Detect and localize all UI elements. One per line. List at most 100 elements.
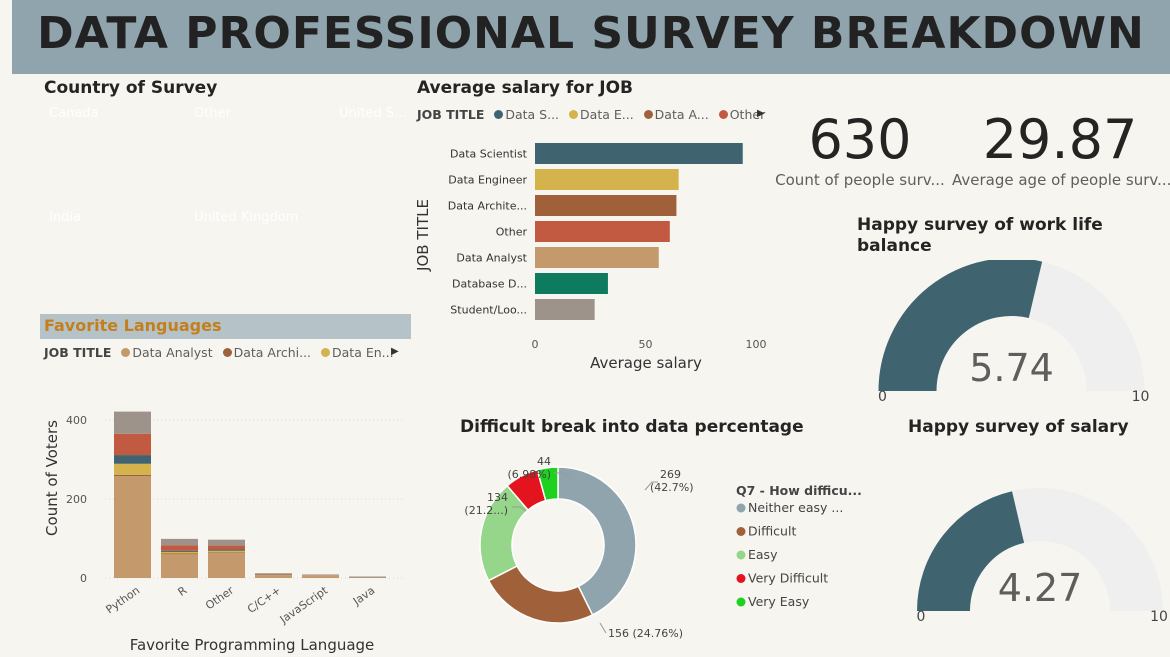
y-axis-label: Count of Voters xyxy=(43,420,61,536)
legend-item[interactable]: Other xyxy=(713,107,766,122)
stacked-bar-segment[interactable] xyxy=(349,577,386,578)
salary-bar[interactable] xyxy=(535,195,677,216)
legend-item[interactable]: Data A... xyxy=(638,107,709,122)
legend-label: Data Archi... xyxy=(233,345,312,360)
stacked-bar-segment[interactable] xyxy=(114,411,151,434)
salary-bar[interactable] xyxy=(535,143,743,164)
legend-label: Data E... xyxy=(580,107,634,122)
stacked-bar-segment[interactable] xyxy=(208,545,245,550)
stacked-bar-segment[interactable] xyxy=(114,463,151,475)
legend-label: Other xyxy=(729,107,766,122)
legend-label: Data S... xyxy=(505,107,560,122)
x-tick-label: 0 xyxy=(532,338,539,351)
gauge-title-line: Happy survey of work life xyxy=(857,215,1103,235)
salary-happiness-gauge: 4.27 0 10 xyxy=(917,488,1168,625)
stacked-bar-segment[interactable] xyxy=(302,574,339,576)
stacked-bar-segment[interactable] xyxy=(255,573,292,575)
salary-bar[interactable] xyxy=(535,221,670,242)
legend-label: Data Analyst xyxy=(132,345,213,360)
y-tick-label: 200 xyxy=(66,493,87,506)
gauge-min-label: 0 xyxy=(917,609,926,625)
legend-next-arrow-icon[interactable]: ▶ xyxy=(391,346,399,357)
stacked-bar-segment[interactable] xyxy=(114,474,151,477)
legend-dot-icon xyxy=(718,110,728,119)
legend-dot-icon xyxy=(736,550,746,560)
difficulty-donut-chart: 269(42.7%) 156 (24.76%) 134(21.2...) 44(6.9… xyxy=(464,455,862,640)
x-tick-label: JavaScript xyxy=(277,583,331,626)
stacked-bar-segment[interactable] xyxy=(161,553,198,555)
gauge-value: 4.27 xyxy=(998,566,1083,610)
legend-title: JOB TITLE xyxy=(417,107,485,122)
data-label: 44 xyxy=(537,455,551,468)
stacked-bar-segment[interactable] xyxy=(208,539,245,546)
stacked-bar-segment[interactable] xyxy=(161,551,198,554)
legend-label: Easy xyxy=(748,547,778,562)
gauge-max-label: 10 xyxy=(1132,389,1150,405)
treemap-cell-united-kingdom[interactable]: United Kingdom xyxy=(189,205,334,309)
treemap-cell-other[interactable]: Other xyxy=(189,101,334,205)
legend-dot-icon xyxy=(569,110,579,119)
stacked-bar-segment[interactable] xyxy=(114,455,151,464)
salary-bar-chart: Data Scientist Data Engineer Data Archite.… xyxy=(414,143,767,372)
legend-title: Q7 - How difficu... xyxy=(736,483,862,498)
stacked-bar-segment[interactable] xyxy=(208,549,245,551)
treemap-label: United S... xyxy=(339,106,407,121)
legend-item[interactable]: Data En... xyxy=(315,345,394,360)
y-tick-label: Student/Loo... xyxy=(450,304,527,317)
languages-title: Favorite Languages xyxy=(44,316,222,335)
stacked-bar-segment[interactable] xyxy=(302,576,339,578)
legend-item[interactable]: Data Analyst xyxy=(115,345,213,360)
stacked-bar-segment[interactable] xyxy=(161,545,198,551)
work-life-gauge: 5.74 0 10 xyxy=(878,260,1150,405)
salary-bar[interactable] xyxy=(535,247,659,268)
kpi-age-card: 29.87 Average age of people surv... xyxy=(952,108,1170,189)
salary-bar[interactable] xyxy=(535,169,679,190)
y-tick-label: 0 xyxy=(80,572,87,585)
donut-slice[interactable] xyxy=(536,466,559,502)
x-tick-label: C/C++ xyxy=(245,584,283,616)
legend-dot-icon xyxy=(736,527,746,536)
stacked-bar-segment[interactable] xyxy=(208,553,245,578)
legend-next-arrow-icon[interactable]: ▶ xyxy=(757,108,765,119)
stacked-bar-segment[interactable] xyxy=(208,552,245,554)
treemap-cell-canada[interactable]: Canada xyxy=(44,101,189,205)
x-tick-label: Python xyxy=(104,584,143,617)
stacked-bar-segment[interactable] xyxy=(161,538,198,546)
stacked-bar-segment[interactable] xyxy=(255,574,292,575)
y-tick-label: Data Scientist xyxy=(450,148,528,161)
stacked-bar-segment[interactable] xyxy=(161,554,198,578)
y-tick-label: Data Analyst xyxy=(456,252,527,265)
leader-line xyxy=(644,481,658,491)
gauge-min-label: 0 xyxy=(878,389,887,405)
salary-bar[interactable] xyxy=(535,299,595,320)
gauge-title-line: balance xyxy=(857,236,932,256)
data-label: (21.2...) xyxy=(464,504,508,517)
stacked-bar-segment[interactable] xyxy=(114,476,151,578)
treemap-label: United Kingdom xyxy=(194,210,299,225)
stacked-bar-segment[interactable] xyxy=(114,433,151,456)
gauge-title: Happy survey of work life balance xyxy=(857,215,1103,257)
legend-item[interactable]: Data Archi... xyxy=(217,345,311,360)
legend-item[interactable]: Data S... xyxy=(488,107,559,122)
page-title: DATA PROFESSIONAL SURVEY BREAKDOWN xyxy=(37,8,1145,59)
stacked-bar-segment[interactable] xyxy=(255,575,292,578)
legend-dot-icon xyxy=(222,348,232,357)
treemap-cell-united-states[interactable]: United S... xyxy=(334,101,407,309)
kpi-value: 630 xyxy=(808,108,912,171)
gauge-max-label: 10 xyxy=(1150,609,1168,625)
salary-bar[interactable] xyxy=(535,273,608,294)
data-label: 134 xyxy=(487,491,508,504)
donut-slice[interactable] xyxy=(557,466,637,616)
legend-item[interactable]: Data E... xyxy=(563,107,634,122)
donut-slice[interactable] xyxy=(487,564,594,624)
y-tick-label: Database D... xyxy=(452,278,527,291)
kpi-label: Average age of people surv... xyxy=(952,171,1170,189)
treemap-label: Other xyxy=(194,106,231,121)
legend-label: Very Difficult xyxy=(748,571,828,586)
data-label: 156 (24.76%) xyxy=(608,627,683,640)
stacked-bar-segment[interactable] xyxy=(208,550,245,553)
x-axis-label: Average salary xyxy=(590,354,702,372)
treemap-cell-india[interactable]: India xyxy=(44,205,189,309)
gauge-fill xyxy=(917,491,1026,612)
stacked-bar-segment[interactable] xyxy=(161,550,198,552)
